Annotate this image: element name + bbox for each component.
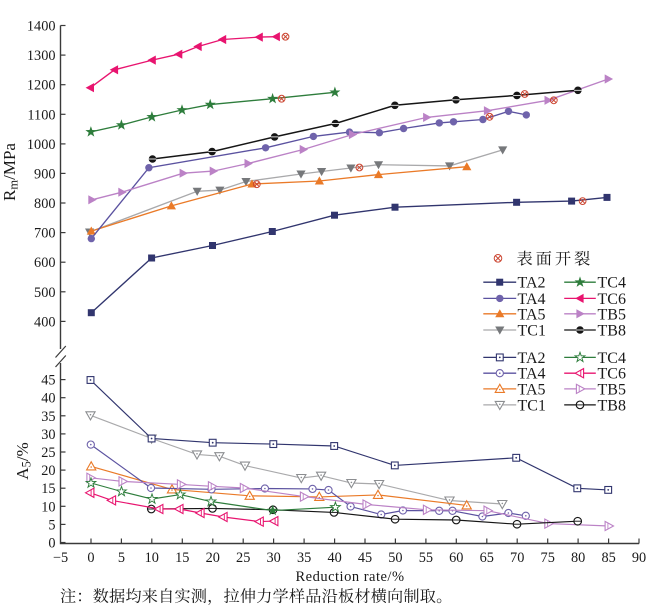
- svg-text:45: 45: [358, 550, 372, 566]
- svg-text:TC6: TC6: [598, 366, 626, 383]
- svg-text:TC1: TC1: [518, 397, 546, 414]
- svg-text:5: 5: [118, 550, 125, 566]
- svg-text:20: 20: [41, 463, 55, 479]
- svg-text:TB5: TB5: [598, 306, 626, 323]
- svg-text:1100: 1100: [27, 107, 55, 123]
- svg-text:1300: 1300: [27, 48, 56, 64]
- svg-text:TA2: TA2: [518, 275, 546, 292]
- svg-text:TC4: TC4: [598, 350, 626, 367]
- svg-text:800: 800: [34, 196, 55, 212]
- svg-text:400: 400: [34, 314, 55, 330]
- svg-text:TC1: TC1: [518, 323, 546, 340]
- svg-text:1200: 1200: [27, 78, 56, 94]
- svg-text:25: 25: [236, 550, 250, 566]
- svg-text:A5/%: A5/%: [13, 442, 34, 479]
- svg-text:30: 30: [41, 427, 55, 443]
- svg-text:TB8: TB8: [598, 397, 626, 414]
- svg-text:30: 30: [266, 550, 280, 566]
- svg-text:10: 10: [145, 550, 159, 566]
- svg-text:40: 40: [327, 550, 341, 566]
- svg-text:TC4: TC4: [598, 275, 626, 292]
- svg-text:50: 50: [388, 550, 402, 566]
- svg-text:TA5: TA5: [518, 306, 546, 323]
- svg-text:700: 700: [34, 226, 55, 242]
- svg-text:TC6: TC6: [598, 291, 626, 308]
- svg-text:45: 45: [41, 373, 55, 389]
- svg-text:900: 900: [34, 166, 55, 182]
- svg-text:TA4: TA4: [518, 291, 546, 308]
- svg-text:TA2: TA2: [518, 350, 546, 367]
- svg-text:TA5: TA5: [518, 381, 546, 398]
- svg-text:35: 35: [297, 550, 311, 566]
- svg-text:1400: 1400: [27, 19, 56, 35]
- svg-text:25: 25: [41, 445, 55, 461]
- svg-text:0: 0: [48, 536, 55, 552]
- svg-text:90: 90: [632, 550, 646, 566]
- svg-text:40: 40: [41, 391, 55, 407]
- svg-text:10: 10: [41, 499, 55, 515]
- svg-text:600: 600: [34, 255, 55, 271]
- svg-text:500: 500: [34, 285, 55, 301]
- svg-text:35: 35: [41, 409, 55, 425]
- svg-text:20: 20: [206, 550, 220, 566]
- svg-text:0: 0: [87, 550, 94, 566]
- svg-text:Reduction rate/%: Reduction rate/%: [295, 569, 404, 585]
- svg-text:−5: −5: [53, 550, 68, 566]
- svg-text:5: 5: [48, 517, 55, 533]
- svg-text:65: 65: [480, 550, 494, 566]
- svg-text:70: 70: [510, 550, 524, 566]
- svg-text:15: 15: [175, 550, 189, 566]
- svg-text:TB5: TB5: [598, 381, 626, 398]
- svg-text:1000: 1000: [27, 137, 56, 153]
- svg-text:Rm/MPa: Rm/MPa: [0, 143, 21, 201]
- svg-text:15: 15: [41, 481, 55, 497]
- svg-text:TB8: TB8: [598, 323, 626, 340]
- svg-text:85: 85: [601, 550, 615, 566]
- svg-text:75: 75: [541, 550, 555, 566]
- svg-text:80: 80: [571, 550, 585, 566]
- svg-text:60: 60: [449, 550, 463, 566]
- svg-text:55: 55: [419, 550, 433, 566]
- svg-text:TA4: TA4: [518, 366, 546, 383]
